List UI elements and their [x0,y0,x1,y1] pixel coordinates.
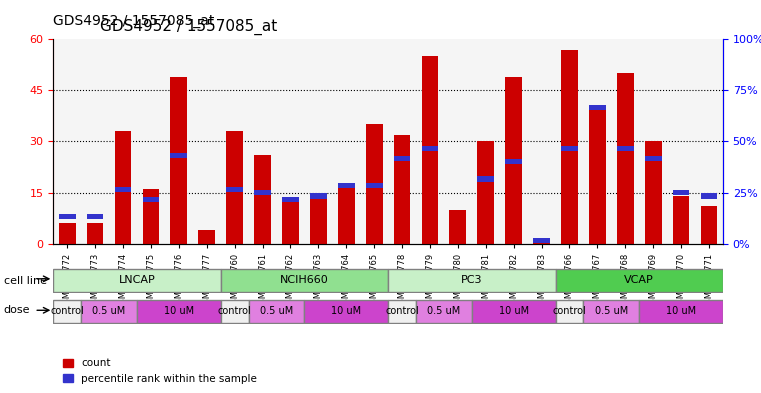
Text: 10 uM: 10 uM [498,307,529,316]
Bar [170,152,187,158]
Bar [393,135,410,244]
Text: GDS4952 / 1557085_at: GDS4952 / 1557085_at [100,19,278,35]
Bar [226,187,243,192]
FancyBboxPatch shape [53,300,81,323]
Bar [477,141,494,244]
Text: control: control [218,307,252,316]
Bar [142,197,159,202]
Text: VCAP: VCAP [624,275,654,285]
Bar [142,189,159,244]
Bar [673,190,689,195]
Bar [589,105,606,110]
Text: LNCAP: LNCAP [119,275,155,285]
Bar [673,196,689,244]
FancyBboxPatch shape [221,268,388,292]
Text: 10 uM: 10 uM [666,307,696,316]
Text: control: control [385,307,419,316]
Bar [477,176,494,182]
Bar [617,73,634,244]
FancyBboxPatch shape [221,300,249,323]
Bar [59,223,75,244]
Bar [87,223,103,244]
Legend: count, percentile rank within the sample: count, percentile rank within the sample [59,354,262,388]
FancyBboxPatch shape [472,300,556,323]
Bar [282,197,299,202]
FancyBboxPatch shape [584,300,639,323]
Bar [366,183,383,188]
FancyBboxPatch shape [639,300,723,323]
FancyBboxPatch shape [81,300,137,323]
Text: GDS4952 / 1557085_at: GDS4952 / 1557085_at [53,14,215,28]
Bar [310,193,326,198]
Text: cell line: cell line [4,276,47,286]
Text: 10 uM: 10 uM [331,307,361,316]
Bar [533,240,550,244]
Text: 0.5 uM: 0.5 uM [260,307,293,316]
Bar [115,187,132,192]
FancyBboxPatch shape [249,300,304,323]
Bar [561,146,578,151]
Bar [254,155,271,244]
FancyBboxPatch shape [388,268,556,292]
FancyBboxPatch shape [556,268,723,292]
Bar [282,199,299,244]
Bar [533,238,550,243]
Bar [366,125,383,244]
Text: 0.5 uM: 0.5 uM [594,307,628,316]
Bar [505,159,522,164]
Bar [617,146,634,151]
Text: NCIH660: NCIH660 [280,275,329,285]
Text: 0.5 uM: 0.5 uM [92,307,126,316]
Bar [393,156,410,161]
Bar [59,214,75,219]
Text: 10 uM: 10 uM [164,307,194,316]
Bar [701,193,718,198]
Bar [422,56,438,244]
FancyBboxPatch shape [388,300,416,323]
Bar [115,131,132,244]
FancyBboxPatch shape [53,268,221,292]
Text: 0.5 uM: 0.5 uM [427,307,460,316]
FancyBboxPatch shape [304,300,388,323]
FancyBboxPatch shape [137,300,221,323]
Text: PC3: PC3 [461,275,482,285]
Bar [310,199,326,244]
Bar [561,50,578,244]
Text: control: control [50,307,84,316]
Bar [701,206,718,244]
Bar [338,186,355,244]
Bar [87,214,103,219]
Bar [338,183,355,188]
Bar [226,131,243,244]
Bar [170,77,187,244]
Bar [645,156,661,161]
Bar [199,230,215,244]
FancyBboxPatch shape [416,300,472,323]
Bar [589,107,606,244]
Bar [450,209,466,244]
Bar [254,190,271,195]
Bar [645,141,661,244]
Bar [422,146,438,151]
Text: control: control [552,307,587,316]
FancyBboxPatch shape [556,300,584,323]
Bar [505,77,522,244]
Text: dose: dose [4,305,30,316]
